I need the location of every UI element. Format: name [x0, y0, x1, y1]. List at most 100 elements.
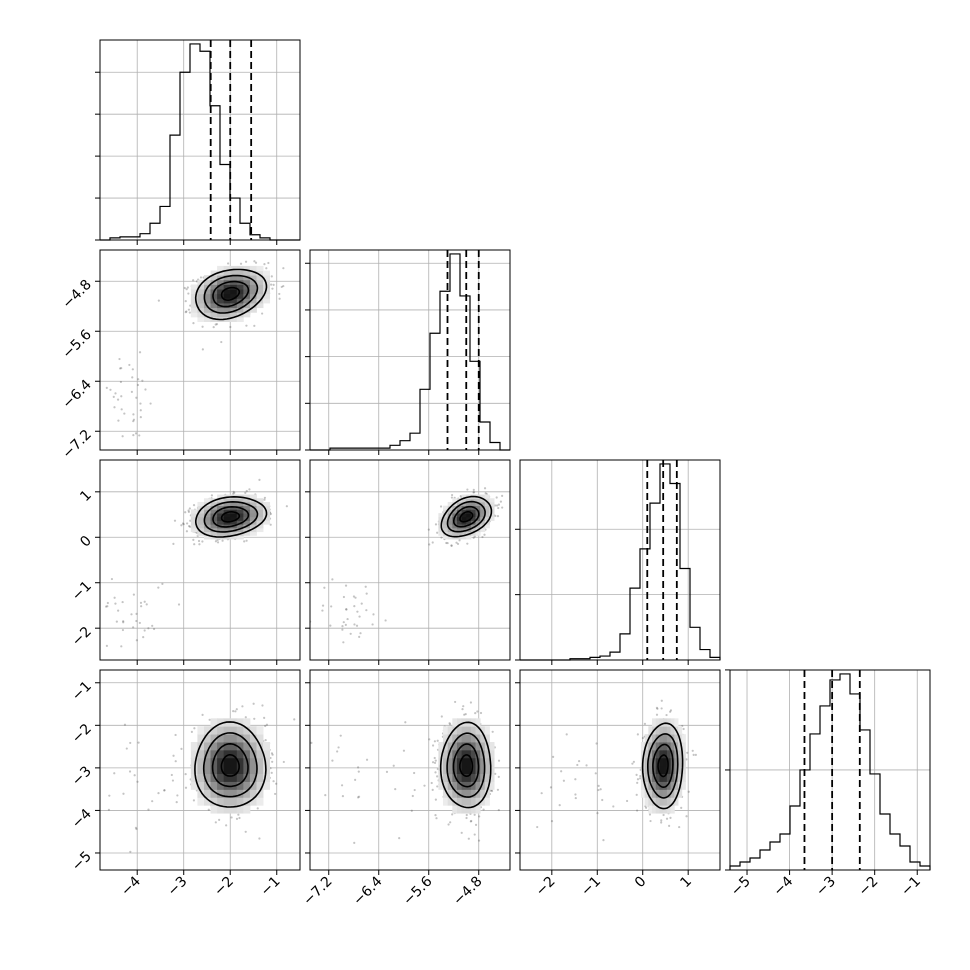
density-cell — [256, 265, 264, 271]
density-cell — [480, 527, 486, 533]
scatter-point — [434, 771, 437, 774]
scatter-point — [342, 595, 346, 599]
density-cell — [243, 742, 251, 751]
density-cell — [670, 726, 675, 735]
density-cell — [438, 781, 444, 790]
scatter-point — [635, 773, 638, 776]
scatter-point — [345, 608, 348, 611]
density-cell — [475, 781, 481, 790]
density-cell — [223, 275, 231, 281]
density-cell — [217, 797, 225, 806]
density-cell — [470, 509, 476, 514]
scatter-point — [282, 284, 285, 288]
scatter-point — [497, 506, 500, 510]
density-cell — [484, 494, 490, 499]
density-cell — [203, 513, 211, 518]
scatter-point — [450, 544, 453, 547]
density-cell — [190, 289, 198, 295]
density-cell — [475, 726, 481, 735]
density-cell — [236, 765, 244, 775]
density-cell — [674, 789, 679, 798]
density-cell — [447, 797, 453, 806]
scatter-point — [660, 821, 663, 824]
scatter-point — [466, 488, 469, 491]
scatter-point — [197, 539, 201, 543]
density-cell — [480, 501, 486, 507]
density-cell — [249, 789, 257, 798]
scatter-point — [451, 813, 454, 816]
scatter-point — [499, 500, 503, 503]
scatter-point — [135, 612, 138, 615]
scatter-point — [157, 586, 160, 589]
scatter-point — [115, 620, 118, 623]
contour-line — [652, 743, 674, 789]
density-cell — [480, 797, 486, 806]
scatter-point — [271, 760, 274, 763]
density-cell — [652, 718, 657, 727]
density-cell — [475, 501, 481, 507]
contours — [439, 721, 492, 809]
scatter-point — [685, 815, 688, 818]
contour-line — [203, 274, 259, 314]
scatter-point — [344, 584, 348, 587]
density-cell — [484, 765, 490, 775]
density-cell — [210, 505, 218, 510]
density-cell — [217, 757, 225, 767]
density-cell — [456, 718, 463, 727]
scatter-point — [130, 390, 133, 393]
scatter-point — [665, 817, 669, 820]
scatter-point — [170, 773, 173, 777]
density-cell — [217, 520, 225, 525]
scatter-point — [655, 706, 659, 709]
density-cell — [217, 773, 225, 782]
scatter-point — [462, 705, 465, 708]
density-cell — [256, 789, 264, 798]
density-cell — [203, 749, 211, 759]
scatter-point — [149, 402, 152, 405]
scatter-point — [192, 504, 196, 507]
density-cell — [210, 501, 218, 507]
scatter-point — [187, 308, 191, 311]
density-cell — [203, 312, 211, 318]
density-cell — [659, 734, 664, 743]
scatter-point — [132, 434, 135, 437]
density-cell — [456, 742, 463, 751]
density-cell — [223, 797, 231, 806]
scatter-point — [274, 792, 277, 796]
density-cell — [480, 773, 486, 782]
density-cell — [659, 797, 664, 806]
density-cell — [461, 498, 467, 503]
scatter-point — [136, 780, 139, 783]
density-cell — [470, 531, 476, 536]
density-cell — [489, 773, 495, 782]
density-cell — [452, 520, 458, 525]
density-cell — [263, 773, 271, 782]
scatter-point — [180, 747, 183, 750]
scatter-point — [176, 794, 179, 797]
density-cell — [648, 781, 653, 790]
scatter-point — [436, 739, 439, 742]
scatter-point — [182, 523, 185, 526]
density-cell — [217, 516, 225, 521]
scatter-point — [354, 778, 357, 781]
density-cell — [652, 757, 657, 767]
density-cell — [443, 509, 449, 514]
density-cell — [249, 284, 257, 290]
scatter-point — [184, 786, 188, 789]
density-cell — [249, 726, 257, 735]
density-cell — [249, 265, 257, 271]
density-cell — [648, 734, 653, 743]
scatter-point — [263, 716, 266, 719]
density-cell — [452, 781, 458, 790]
density-cell — [236, 726, 244, 735]
scatter-point — [151, 624, 154, 627]
density-cell — [190, 293, 198, 299]
density-cell — [249, 797, 257, 806]
scatter-point — [345, 607, 348, 611]
density-cell — [256, 524, 264, 529]
scatter-point — [496, 515, 500, 518]
density-cell — [461, 494, 467, 499]
scatter-point — [473, 813, 476, 816]
scatter-point — [597, 784, 600, 787]
scatter-point — [116, 398, 120, 401]
